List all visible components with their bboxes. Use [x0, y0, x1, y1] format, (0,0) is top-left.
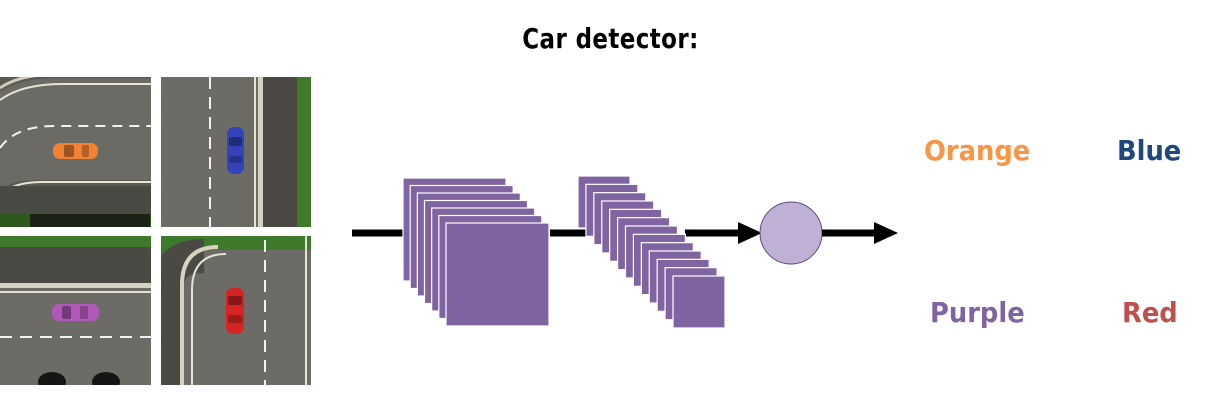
class-label-orange: Orange [924, 134, 1031, 167]
class-label-red: Red [1122, 296, 1178, 329]
arrow-layer2-to-node [685, 222, 762, 244]
class-label-purple: Purple [930, 296, 1025, 329]
conv-layer-1-feature-maps [402, 177, 550, 327]
class-label-blue: Blue [1117, 134, 1182, 167]
layer2-feature-map-13 [672, 275, 726, 329]
arrow-node-to-output [822, 222, 898, 244]
output-neuron [759, 201, 823, 265]
conv-layer-2-feature-maps [577, 175, 726, 329]
diagram-title: Car detector: [522, 22, 699, 55]
red-car-icon [226, 288, 244, 334]
purple-car-icon [52, 304, 99, 321]
tile-red-car [161, 236, 311, 385]
tile-purple-car [0, 236, 151, 385]
blue-car-icon [227, 127, 244, 174]
layer1-feature-map-7 [445, 222, 550, 327]
tile-orange-car [0, 77, 151, 227]
tile-blue-car [161, 77, 311, 227]
orange-car-icon [53, 143, 98, 159]
